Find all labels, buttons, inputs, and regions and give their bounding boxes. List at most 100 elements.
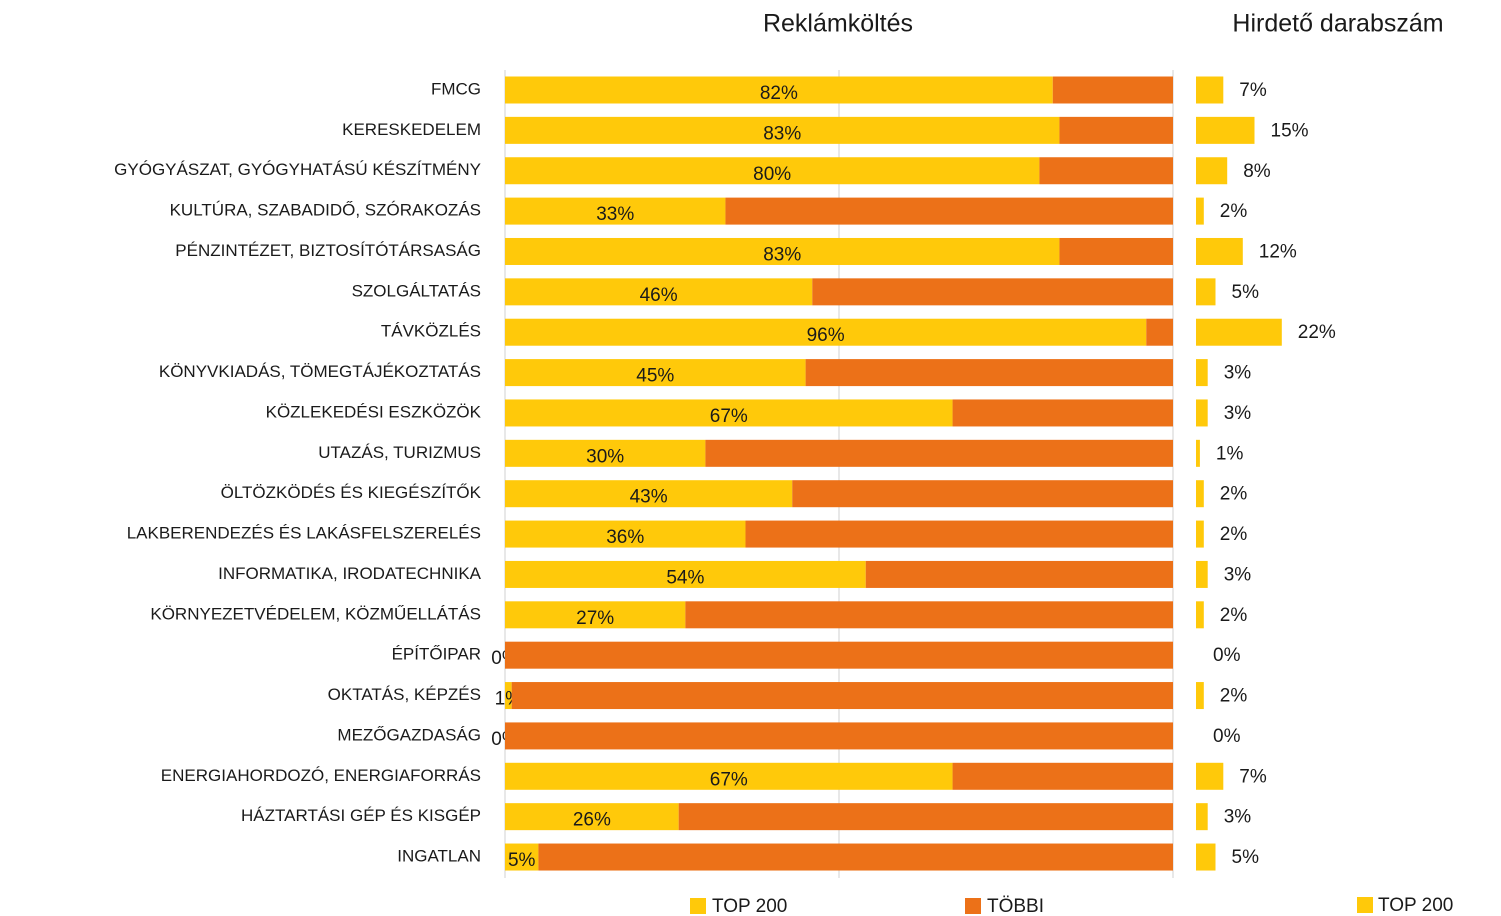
bar-segment bbox=[505, 197, 726, 225]
bar bbox=[1196, 843, 1216, 871]
bar-segment bbox=[538, 843, 1173, 871]
category-label: INFORMATIKA, IRODATECHNIKA bbox=[218, 564, 482, 583]
data-label: 3% bbox=[1224, 564, 1252, 585]
bar bbox=[1196, 76, 1224, 104]
category-label: PÉNZINTÉZET, BIZTOSÍTÓTÁRSASÁG bbox=[175, 241, 481, 260]
data-label: 15% bbox=[1271, 120, 1309, 141]
bar-segment bbox=[505, 682, 512, 710]
bar-segment bbox=[792, 480, 1173, 508]
data-label: 5% bbox=[508, 850, 536, 871]
data-label: 27% bbox=[576, 608, 614, 629]
bar-segment bbox=[505, 722, 1173, 750]
data-label: 43% bbox=[630, 487, 668, 508]
legend-label: TOP 200 bbox=[712, 896, 787, 916]
bar-segment bbox=[805, 359, 1173, 387]
bar-segment bbox=[505, 157, 1040, 185]
legend-label: TOP 200 bbox=[1378, 895, 1453, 916]
data-label: 30% bbox=[586, 446, 624, 467]
bar-segment bbox=[1039, 157, 1173, 185]
category-label: ÖLTÖZKÖDÉS ÉS KIEGÉSZÍTŐK bbox=[221, 483, 482, 502]
data-label: 26% bbox=[573, 810, 611, 831]
category-label: KULTÚRA, SZABADIDŐ, SZÓRAKOZÁS bbox=[170, 201, 481, 220]
bar-segment bbox=[505, 116, 1060, 144]
bar-segment bbox=[952, 399, 1173, 427]
data-label: 0% bbox=[1213, 645, 1241, 666]
bar-segment bbox=[505, 399, 953, 427]
category-label: OKTATÁS, KÉPZÉS bbox=[328, 685, 481, 704]
bar-segment bbox=[505, 76, 1053, 104]
bar-segment bbox=[505, 237, 1060, 265]
data-label: 0% bbox=[1213, 726, 1241, 747]
bar-segment bbox=[505, 318, 1147, 346]
bar-segment bbox=[505, 359, 806, 387]
category-label: UTAZÁS, TURIZMUS bbox=[318, 443, 481, 462]
bar-segment bbox=[725, 197, 1173, 225]
bar bbox=[1196, 439, 1200, 467]
bar-segment bbox=[505, 439, 706, 467]
bar bbox=[1196, 762, 1224, 790]
category-label: HÁZTARTÁSI GÉP ÉS KISGÉP bbox=[241, 806, 481, 825]
bar-segment bbox=[505, 278, 813, 306]
bar-segment bbox=[1146, 318, 1173, 346]
data-label: 46% bbox=[640, 285, 678, 306]
bar bbox=[1196, 359, 1208, 387]
data-label: 5% bbox=[1232, 847, 1260, 868]
category-label: GYÓGYÁSZAT, GYÓGYHATÁSÚ KÉSZÍTMÉNY bbox=[114, 160, 481, 179]
category-label: TÁVKÖZLÉS bbox=[381, 322, 481, 341]
data-label: 96% bbox=[807, 325, 845, 346]
bar-segment bbox=[505, 560, 866, 588]
data-label: 82% bbox=[760, 83, 798, 104]
bar bbox=[1196, 278, 1216, 306]
data-label: 5% bbox=[1232, 282, 1260, 303]
data-label: 36% bbox=[606, 527, 644, 548]
bar-segment bbox=[1052, 76, 1173, 104]
category-label: ÉPÍTŐIPAR bbox=[392, 645, 481, 664]
bar-segment bbox=[511, 682, 1173, 710]
bar bbox=[1196, 157, 1228, 185]
category-label: SZOLGÁLTATÁS bbox=[352, 281, 481, 300]
chart-title: Hirdető darabszám bbox=[1232, 10, 1443, 38]
data-label: 67% bbox=[710, 769, 748, 790]
bar-segment bbox=[865, 560, 1173, 588]
legend-swatch bbox=[965, 898, 981, 914]
bar-segment bbox=[505, 520, 746, 548]
category-label: INGATLAN bbox=[397, 847, 481, 866]
bar bbox=[1196, 480, 1204, 508]
bar-segment bbox=[505, 843, 539, 871]
bar-segment bbox=[1059, 237, 1173, 265]
data-label: 45% bbox=[636, 366, 674, 387]
bar bbox=[1196, 197, 1204, 225]
bar bbox=[1196, 116, 1255, 144]
data-label: 2% bbox=[1220, 484, 1248, 505]
data-label: 80% bbox=[753, 164, 791, 185]
data-label: 3% bbox=[1224, 403, 1252, 424]
data-label: 2% bbox=[1220, 524, 1248, 545]
chart-title: Reklámköltés bbox=[763, 10, 913, 38]
data-label: 22% bbox=[1298, 322, 1336, 343]
data-label: 54% bbox=[666, 567, 704, 588]
bar-segment bbox=[505, 480, 793, 508]
category-label: KÖNYVKIADÁS, TÖMEGTÁJÉKOZTATÁS bbox=[159, 362, 481, 381]
bar bbox=[1196, 237, 1243, 265]
bar-segment bbox=[1059, 116, 1173, 144]
category-label: KÖRNYEZETVÉDELEM, KÖZMŰELLÁTÁS bbox=[150, 604, 481, 623]
data-label: 2% bbox=[1220, 201, 1248, 222]
bar-segment bbox=[505, 601, 686, 629]
data-label: 2% bbox=[1220, 686, 1248, 707]
category-label: KÖZLEKEDÉSI ESZKÖZÖK bbox=[266, 402, 482, 421]
bar-segment bbox=[685, 601, 1173, 629]
data-label: 3% bbox=[1224, 363, 1252, 384]
data-label: 7% bbox=[1239, 80, 1267, 101]
data-label: 1% bbox=[1216, 443, 1244, 464]
bar bbox=[1196, 520, 1204, 548]
bar bbox=[1196, 560, 1208, 588]
data-label: 3% bbox=[1224, 807, 1252, 828]
bar bbox=[1196, 399, 1208, 427]
bar-segment bbox=[952, 762, 1173, 790]
bar-segment bbox=[705, 439, 1173, 467]
category-label: LAKBERENDEZÉS ÉS LAKÁSFELSZERELÉS bbox=[127, 524, 481, 543]
data-label: 8% bbox=[1243, 161, 1271, 182]
data-label: 83% bbox=[763, 244, 801, 265]
category-label: ENERGIAHORDOZÓ, ENERGIAFORRÁS bbox=[161, 766, 481, 785]
